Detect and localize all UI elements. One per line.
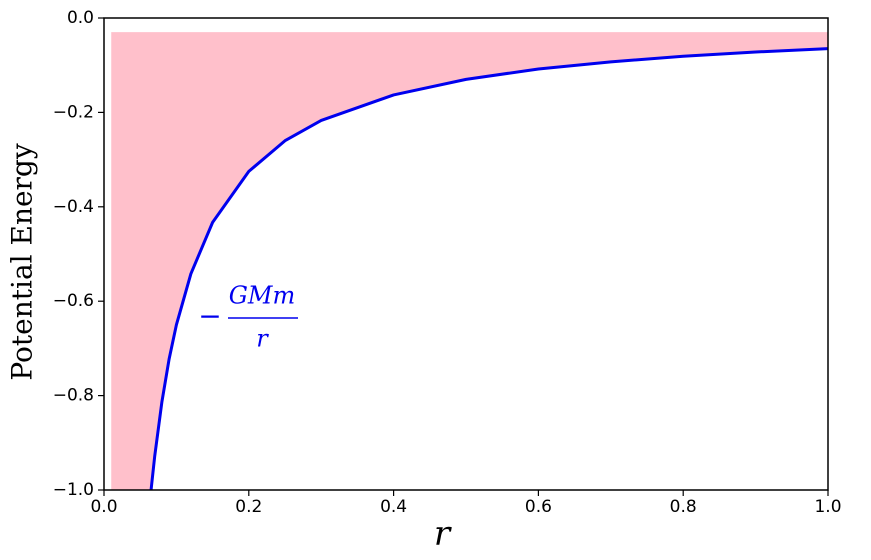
x-tick-label: 0.6	[525, 497, 552, 517]
y-tick-label: −0.8	[53, 386, 94, 406]
fill-area	[111, 32, 829, 490]
y-tick-label: −1.0	[53, 480, 94, 500]
annotation-numerator: GMm	[229, 282, 296, 310]
x-tick-label: 0.0	[90, 497, 117, 517]
y-tick-label: −0.4	[53, 197, 94, 217]
y-tick-label: −0.6	[53, 291, 94, 311]
plot-frame	[103, 17, 829, 491]
y-axis-label: Potential Energy	[6, 143, 39, 381]
annotation-sign: −	[198, 300, 221, 333]
x-axis-label: r	[434, 514, 452, 554]
x-tick-label: 0.8	[670, 497, 697, 517]
annotation-denominator: r	[256, 325, 269, 353]
x-tick-label: 0.4	[380, 497, 407, 517]
line	[149, 47, 829, 491]
y-tick-label: 0.0	[67, 8, 94, 28]
x-tick-label: 0.2	[235, 497, 262, 517]
x-tick-label: 1.0	[814, 497, 841, 517]
y-tick-label: −0.2	[53, 102, 94, 122]
